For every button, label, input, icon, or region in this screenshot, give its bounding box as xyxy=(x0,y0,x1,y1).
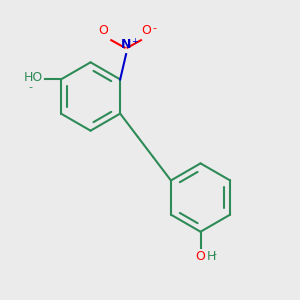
Text: -: - xyxy=(28,82,32,92)
Text: O: O xyxy=(141,24,151,37)
Text: -: - xyxy=(212,249,216,259)
Text: -: - xyxy=(153,23,157,33)
Text: +: + xyxy=(131,37,138,46)
Text: O: O xyxy=(196,250,206,263)
Text: O: O xyxy=(99,24,108,37)
Text: H: H xyxy=(207,250,216,263)
Text: N: N xyxy=(121,38,131,51)
Text: HO: HO xyxy=(24,71,43,84)
